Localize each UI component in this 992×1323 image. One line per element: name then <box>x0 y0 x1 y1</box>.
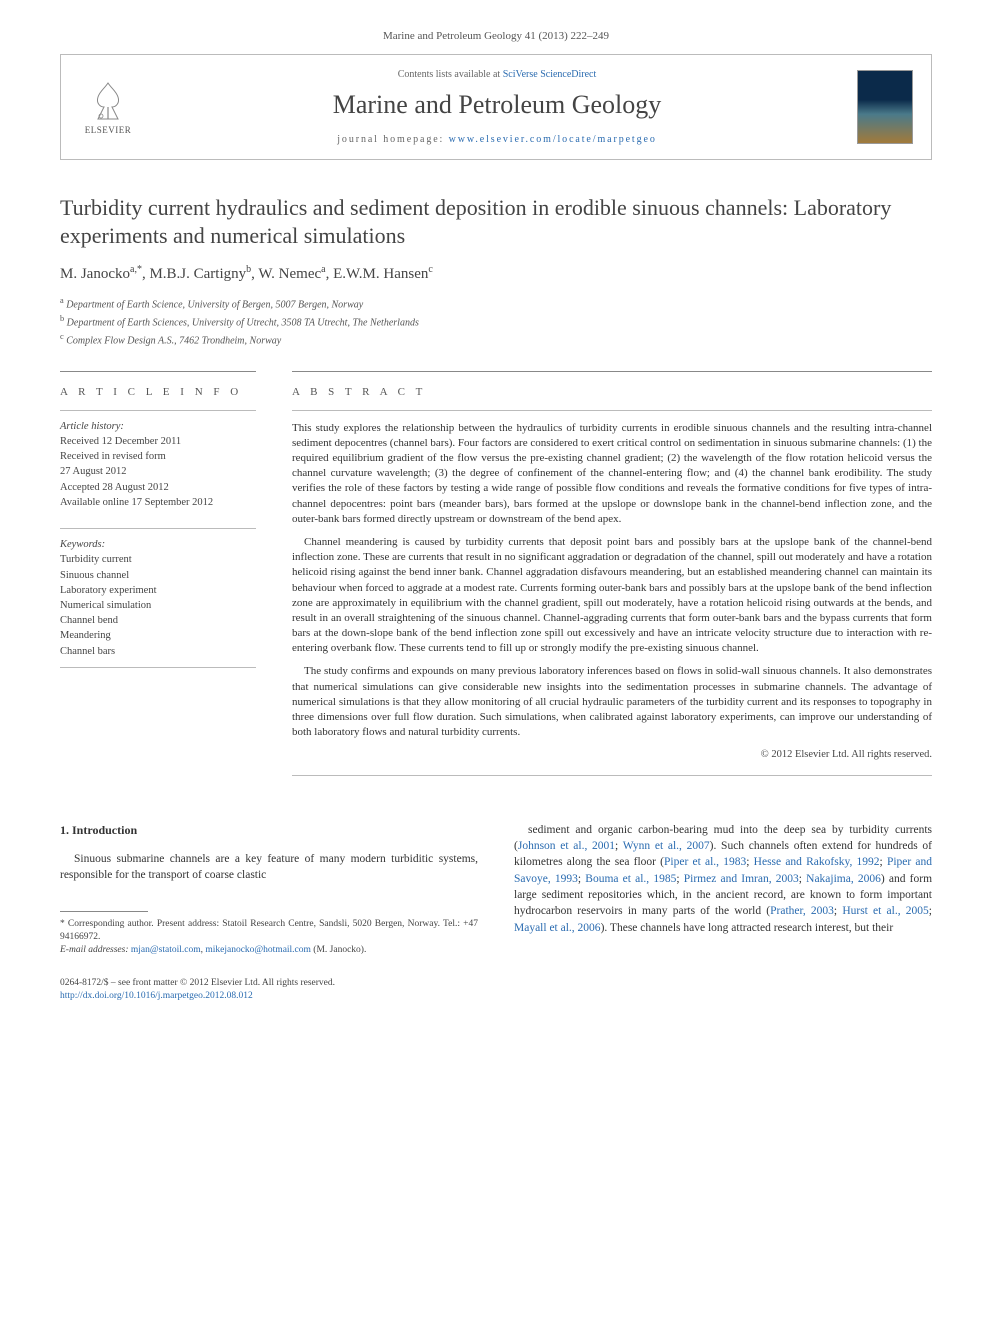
journal-cover-thumbnail <box>857 70 913 144</box>
contents-available-line: Contents lists available at SciVerse Sci… <box>151 69 843 80</box>
body-left-column: 1. Introduction Sinuous submarine channe… <box>60 822 478 957</box>
author-3: W. Nemec <box>258 266 321 282</box>
abstract-column: A B S T R A C T This study explores the … <box>292 371 932 776</box>
keyword-4: Channel bend <box>60 613 256 628</box>
cite-johnson[interactable]: Johnson et al., 2001 <box>518 840 615 852</box>
intro-r-end: ). These channels have long attracted re… <box>601 922 894 934</box>
keyword-5: Meandering <box>60 628 256 643</box>
keyword-1: Sinuous channel <box>60 568 256 583</box>
affiliations: a Department of Earth Science, Universit… <box>60 295 932 348</box>
affiliation-b: b Department of Earth Sciences, Universi… <box>60 313 932 331</box>
cite-nakajima[interactable]: Nakajima, 2006 <box>806 873 881 885</box>
cite-wynn[interactable]: Wynn et al., 2007 <box>623 840 710 852</box>
history-revised-date: 27 August 2012 <box>60 464 256 479</box>
abstract-heading: A B S T R A C T <box>292 371 932 398</box>
keyword-0: Turbidity current <box>60 552 256 567</box>
cite-bouma[interactable]: Bouma et al., 1985 <box>585 873 676 885</box>
author-3-sup: a <box>321 264 325 275</box>
keyword-3: Numerical simulation <box>60 598 256 613</box>
affiliation-a: a Department of Earth Science, Universit… <box>60 295 932 313</box>
body-right-column: sediment and organic carbon-bearing mud … <box>514 822 932 957</box>
elsevier-logo: ELSEVIER <box>79 75 137 139</box>
cite-prather[interactable]: Prather, 2003 <box>770 905 834 917</box>
cite-mayall[interactable]: Mayall et al., 2006 <box>514 922 601 934</box>
introduction-heading: 1. Introduction <box>60 822 478 839</box>
contents-prefix: Contents lists available at <box>398 69 503 80</box>
history-received: Received 12 December 2011 <box>60 434 256 449</box>
journal-reference: Marine and Petroleum Geology 41 (2013) 2… <box>60 30 932 42</box>
history-online: Available online 17 September 2012 <box>60 495 256 510</box>
keyword-6: Channel bars <box>60 644 256 659</box>
author-4-sup: c <box>428 264 432 275</box>
email-suffix: (M. Janocko). <box>311 945 366 955</box>
sep3: ; <box>880 856 887 868</box>
homepage-url[interactable]: www.elsevier.com/locate/marpetgeo <box>449 134 657 145</box>
homepage-prefix: journal homepage: <box>337 134 448 145</box>
footer-bar: 0264-8172/$ – see front matter © 2012 El… <box>60 977 932 1003</box>
footnote-separator <box>60 911 148 912</box>
cite-piper83[interactable]: Piper et al., 1983 <box>664 856 746 868</box>
article-title: Turbidity current hydraulics and sedimen… <box>60 194 932 250</box>
sep2: ; <box>746 856 753 868</box>
info-abstract-row: A R T I C L E I N F O Article history: R… <box>60 371 932 776</box>
history-label: Article history: <box>60 419 256 434</box>
intro-right-paragraph: sediment and organic carbon-bearing mud … <box>514 822 932 936</box>
doi-link[interactable]: http://dx.doi.org/10.1016/j.marpetgeo.20… <box>60 990 932 1003</box>
history-accepted: Accepted 28 August 2012 <box>60 480 256 495</box>
header-center: Contents lists available at SciVerse Sci… <box>137 69 857 145</box>
author-1: M. Janocko <box>60 266 130 282</box>
author-2-sup: b <box>246 264 251 275</box>
article-info-column: A R T I C L E I N F O Article history: R… <box>60 371 256 776</box>
authors-line: M. Janockoa,*, M.B.J. Cartignyb, W. Neme… <box>60 264 932 283</box>
homepage-line: journal homepage: www.elsevier.com/locat… <box>151 134 843 145</box>
journal-header-box: ELSEVIER Contents lists available at Sci… <box>60 54 932 160</box>
keywords-label: Keywords: <box>60 537 256 552</box>
affiliation-b-text: Department of Earth Sciences, University… <box>67 317 419 328</box>
sep1: ; <box>615 840 623 852</box>
issn-line: 0264-8172/$ – see front matter © 2012 El… <box>60 977 932 990</box>
history-revised-label: Received in revised form <box>60 449 256 464</box>
abstract-body: This study explores the relationship bet… <box>292 410 932 776</box>
sep5: ; <box>676 873 683 885</box>
cite-pirmez[interactable]: Pirmez and Imran, 2003 <box>684 873 799 885</box>
affiliation-c: c Complex Flow Design A.S., 7462 Trondhe… <box>60 331 932 349</box>
author-4: E.W.M. Hansen <box>333 266 428 282</box>
cite-hesse[interactable]: Hesse and Rakofsky, 1992 <box>754 856 880 868</box>
abstract-p1: This study explores the relationship bet… <box>292 421 932 527</box>
keywords-block: Keywords: Turbidity current Sinuous chan… <box>60 528 256 668</box>
footnote-emails: E-mail addresses: mjan@statoil.com, mike… <box>60 944 478 957</box>
email-label: E-mail addresses: <box>60 945 131 955</box>
footnote-corr: * Corresponding author. Present address:… <box>60 918 478 944</box>
author-2: M.B.J. Cartigny <box>149 266 246 282</box>
intro-left-paragraph: Sinuous submarine channels are a key fea… <box>60 851 478 884</box>
abstract-copyright: © 2012 Elsevier Ltd. All rights reserved… <box>292 748 932 762</box>
abstract-p2: Channel meandering is caused by turbidit… <box>292 535 932 656</box>
elsevier-tree-icon <box>86 79 130 123</box>
journal-name: Marine and Petroleum Geology <box>151 90 843 120</box>
author-1-sup: a,* <box>130 264 142 275</box>
email-1[interactable]: mjan@statoil.com <box>131 945 201 955</box>
abstract-p3: The study confirms and expounds on many … <box>292 664 932 740</box>
sep8: ; <box>929 905 932 917</box>
affiliation-a-text: Department of Earth Science, University … <box>66 300 363 311</box>
body-columns: 1. Introduction Sinuous submarine channe… <box>60 822 932 957</box>
cite-hurst[interactable]: Hurst et al., 2005 <box>842 905 928 917</box>
article-info-heading: A R T I C L E I N F O <box>60 371 256 398</box>
email-2[interactable]: mikejanocko@hotmail.com <box>205 945 311 955</box>
publisher-name: ELSEVIER <box>85 125 132 135</box>
sciencedirect-link[interactable]: SciVerse ScienceDirect <box>503 69 597 80</box>
affiliation-c-text: Complex Flow Design A.S., 7462 Trondheim… <box>66 335 281 346</box>
keyword-2: Laboratory experiment <box>60 583 256 598</box>
article-history: Article history: Received 12 December 20… <box>60 410 256 510</box>
corresponding-author-footnote: * Corresponding author. Present address:… <box>60 918 478 956</box>
